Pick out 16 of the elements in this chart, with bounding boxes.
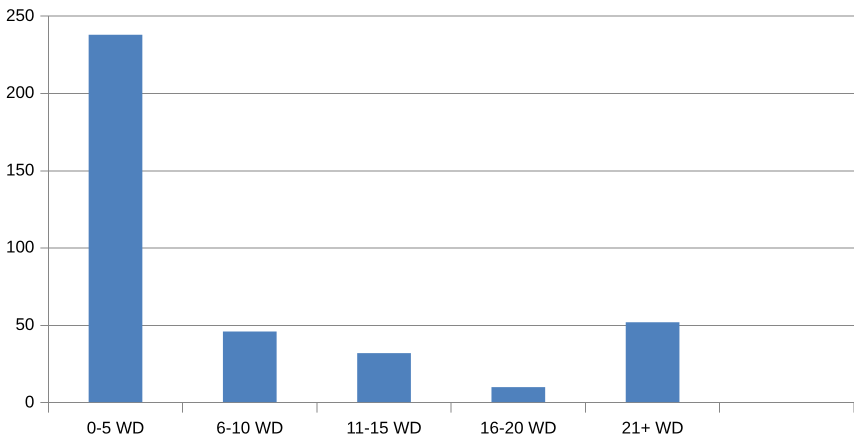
bar	[357, 353, 411, 402]
bar	[626, 322, 680, 402]
x-tick-label: 11-15 WD	[346, 418, 422, 438]
y-tick-label: 200	[6, 83, 34, 102]
bar	[88, 34, 142, 402]
x-tick-label: 6-10 WD	[216, 418, 284, 438]
y-tick-label: 150	[6, 160, 34, 180]
bar	[491, 387, 546, 402]
x-tick-label: 16-20 WD	[480, 418, 557, 438]
x-tick-label: 0-5 WD	[86, 418, 144, 438]
bar	[222, 332, 277, 402]
x-tick-label: 21+ WD	[622, 418, 684, 438]
y-tick-label: 100	[6, 238, 34, 257]
y-tick-label: 50	[15, 315, 34, 334]
y-tick-label: 0	[24, 392, 34, 412]
y-tick-label: 250	[6, 6, 34, 25]
